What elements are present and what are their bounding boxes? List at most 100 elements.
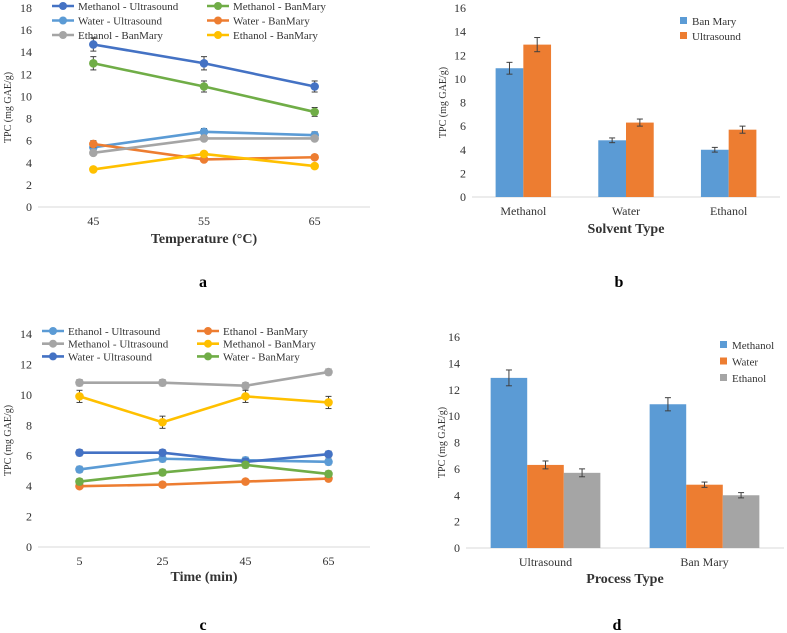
legend-label: Methanol - BanMary <box>223 339 316 351</box>
y-tick-label: 0 <box>26 200 32 214</box>
legend-label: Water - Ultrasound <box>68 351 153 363</box>
x-tick-label: Methanol <box>500 204 547 218</box>
y-tick-label: 0 <box>26 540 32 554</box>
x-tick-label: 65 <box>309 214 321 228</box>
legend-marker <box>49 327 57 335</box>
legend-label: Water <box>732 357 758 369</box>
bar <box>563 472 601 548</box>
bar <box>700 149 729 197</box>
legend-label: Methanol <box>732 340 774 352</box>
y-tick-label: 4 <box>460 143 466 157</box>
data-point <box>241 381 250 391</box>
legend-marker <box>204 339 212 348</box>
bar <box>626 122 654 197</box>
data-point <box>75 392 84 401</box>
legend-label: Ethanol - BanMary <box>233 30 318 42</box>
y-tick-label: 14 <box>20 45 32 59</box>
y-tick-label: 0 <box>460 190 466 204</box>
data-point <box>158 417 167 427</box>
data-point <box>75 477 84 486</box>
legend-marker <box>214 2 222 10</box>
x-axis-title: Solvent Type <box>588 222 665 237</box>
legend-marker <box>214 31 222 39</box>
bar <box>523 44 552 198</box>
panel-label: a <box>199 274 207 291</box>
y-tick-label: 4 <box>454 488 460 502</box>
legend-swatch <box>680 17 687 24</box>
x-tick-label: Ultrasound <box>519 555 572 569</box>
legend-marker <box>59 31 67 39</box>
x-axis-title: Temperature (°C) <box>151 232 258 247</box>
y-tick-label: 16 <box>20 23 32 37</box>
y-tick-label: 8 <box>460 96 466 110</box>
legend-marker <box>204 327 212 335</box>
legend-label: Water - BanMary <box>233 16 310 28</box>
data-point <box>89 148 98 158</box>
panel-label: d <box>613 617 622 633</box>
data-point <box>199 58 209 68</box>
legend-marker <box>214 16 222 25</box>
y-tick-label: 12 <box>20 67 32 81</box>
y-tick-label: 6 <box>460 119 466 133</box>
legend-swatch <box>720 357 727 365</box>
series-line <box>79 477 329 488</box>
data-point <box>158 468 167 477</box>
panel-label: c <box>199 617 206 633</box>
data-point <box>75 378 84 387</box>
data-point <box>199 82 209 91</box>
x-tick-label: 25 <box>157 554 169 568</box>
y-tick-label: 6 <box>454 462 460 476</box>
y-axis-title: TPC (mg GAE/g) <box>3 405 14 476</box>
data-point <box>75 448 84 457</box>
legend-label: Methanol - Ultrasound <box>68 339 169 351</box>
y-tick-label: 6 <box>26 134 32 148</box>
data-point <box>324 367 333 377</box>
data-point <box>310 107 319 117</box>
data-point <box>324 457 333 467</box>
y-tick-label: 14 <box>454 25 466 39</box>
series-line <box>79 370 329 388</box>
data-point <box>310 161 319 171</box>
x-tick-label: 55 <box>198 214 210 228</box>
data-point <box>199 127 209 137</box>
x-tick-label: 65 <box>323 554 335 568</box>
bar <box>686 484 723 548</box>
x-tick-label: Ethanol <box>710 204 748 218</box>
chart-panel-c: 0 2 4 6 8 10 12 14 5 25 45 65 Time (min) TPC (mg GAE/… <box>3 326 370 633</box>
x-tick-label: 5 <box>77 554 83 568</box>
bar <box>490 377 528 548</box>
data-point <box>324 469 333 479</box>
legend-marker <box>59 16 67 25</box>
y-axis-title: TPC (mg GAE/g) <box>437 407 448 478</box>
y-tick-label: 2 <box>26 178 32 192</box>
y-tick-label: 2 <box>26 510 32 524</box>
legend-label: Ethanol <box>732 373 766 385</box>
data-point <box>158 480 167 489</box>
y-axis-title: TPC (mg GAE/g) <box>3 72 14 143</box>
y-tick-label: 16 <box>448 330 460 344</box>
y-tick-label: 8 <box>26 112 32 126</box>
y-tick-label: 10 <box>448 409 460 423</box>
legend-swatch <box>720 374 727 381</box>
panel-label: b <box>615 274 624 291</box>
data-point <box>89 40 98 49</box>
data-point <box>324 398 333 407</box>
data-point <box>241 392 250 401</box>
legend-marker <box>49 339 57 348</box>
x-tick-label: Ban Mary <box>680 555 728 569</box>
chart-panel-d: 0 2 4 6 8 10 12 14 16 Ultrasound Ban Mary Process T… <box>437 330 784 633</box>
legend-label: Ethanol - Ultrasound <box>68 326 161 338</box>
x-tick-label: 45 <box>240 554 252 568</box>
y-tick-label: 8 <box>26 418 32 432</box>
data-point <box>158 378 167 387</box>
x-axis-title: Process Type <box>586 572 663 587</box>
legend-swatch <box>680 32 687 39</box>
series-line <box>79 395 329 424</box>
data-point <box>89 58 98 68</box>
legend-label: Ultrasound <box>692 31 741 43</box>
x-axis-title: Time (min) <box>170 570 237 585</box>
legend-marker <box>59 2 67 10</box>
legend-label: Ban Mary <box>692 16 737 28</box>
y-tick-label: 10 <box>20 388 32 402</box>
